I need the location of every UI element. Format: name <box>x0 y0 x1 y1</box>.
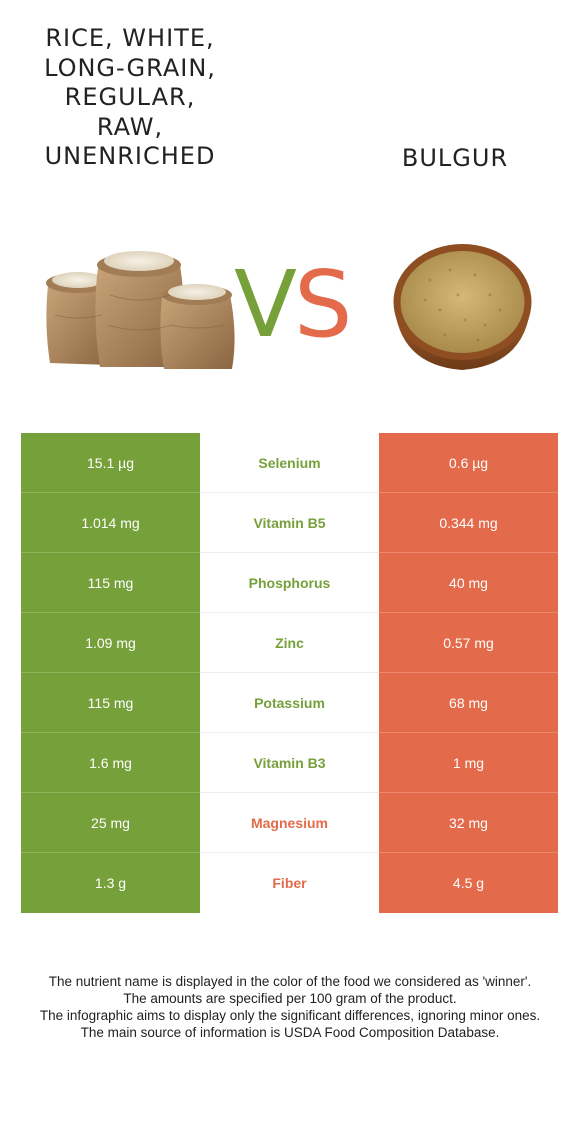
left-value-cell: 15.1 µg <box>21 433 200 493</box>
food-left-title: RICE, WHITE, LONG-GRAIN, REGULAR, RAW, U… <box>44 24 216 170</box>
vs-s-letter: S <box>294 258 352 348</box>
nutrient-name-cell: Phosphorus <box>200 553 379 613</box>
vs-logo: V S <box>234 258 352 348</box>
nutrient-name-cell: Vitamin B5 <box>200 493 379 553</box>
table-row: 1.09 mg Zinc 0.57 mg <box>21 613 558 673</box>
bulgur-bowl-image <box>393 244 532 370</box>
nutrient-name-cell: Fiber <box>200 853 379 913</box>
table-row: 115 mg Potassium 68 mg <box>21 673 558 733</box>
left-value-cell: 1.09 mg <box>21 613 200 673</box>
table-row: 1.3 g Fiber 4.5 g <box>21 853 558 913</box>
footer-note: The amounts are specified per 100 gram o… <box>123 991 457 1006</box>
nutrient-name-cell: Zinc <box>200 613 379 673</box>
right-value-cell: 0.6 µg <box>379 433 558 493</box>
left-value-cell: 25 mg <box>21 793 200 853</box>
nutrient-name-cell: Selenium <box>200 433 379 493</box>
nutrient-name-cell: Potassium <box>200 673 379 733</box>
table-row: 15.1 µg Selenium 0.6 µg <box>21 433 558 493</box>
table-row: 1.014 mg Vitamin B5 0.344 mg <box>21 493 558 553</box>
nutrient-name-cell: Magnesium <box>200 793 379 853</box>
nutrient-name-cell: Vitamin B3 <box>200 733 379 793</box>
table-row: 115 mg Phosphorus 40 mg <box>21 553 558 613</box>
right-value-cell: 40 mg <box>379 553 558 613</box>
left-value-cell: 115 mg <box>21 553 200 613</box>
right-value-cell: 0.57 mg <box>379 613 558 673</box>
footer-notes: The nutrient name is displayed in the co… <box>12 973 568 1041</box>
left-value-cell: 115 mg <box>21 673 200 733</box>
right-value-cell: 68 mg <box>379 673 558 733</box>
footer-note: The main source of information is USDA F… <box>80 1025 500 1040</box>
vs-v-letter: V <box>234 258 297 348</box>
footer-note: The infographic aims to display only the… <box>39 1008 541 1023</box>
left-value-cell: 1.014 mg <box>21 493 200 553</box>
right-value-cell: 32 mg <box>379 793 558 853</box>
left-value-cell: 1.6 mg <box>21 733 200 793</box>
table-row: 25 mg Magnesium 32 mg <box>21 793 558 853</box>
nutrient-table: 15.1 µg Selenium 0.6 µg 1.014 mg Vitamin B5 0… <box>21 433 558 913</box>
right-value-cell: 4.5 g <box>379 853 558 913</box>
left-value-cell: 1.3 g <box>21 853 200 913</box>
table-row: 1.6 mg Vitamin B3 1 mg <box>21 733 558 793</box>
footer-note: The nutrient name is displayed in the co… <box>48 974 532 989</box>
food-right-title: BULGUR <box>401 144 509 172</box>
right-value-cell: 1 mg <box>379 733 558 793</box>
rice-sacks-image <box>46 251 235 369</box>
right-value-cell: 0.344 mg <box>379 493 558 553</box>
